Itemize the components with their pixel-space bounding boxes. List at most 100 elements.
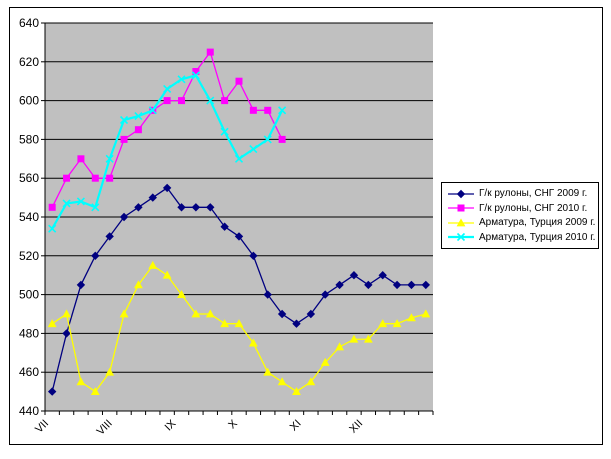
marker-triangle: [90, 387, 100, 395]
marker-square: [457, 204, 465, 212]
marker-diamond: [335, 280, 344, 290]
marker-triangle: [349, 334, 359, 343]
marker-x: [148, 106, 157, 115]
marker-x: [105, 154, 114, 163]
y-axis-label: 440: [19, 404, 39, 418]
marker-diamond: [321, 290, 330, 299]
marker-diamond: [292, 319, 301, 328]
marker-diamond: [134, 203, 143, 212]
legend-marker-rebar-turkey-2010: [448, 233, 474, 242]
marker-diamond: [349, 271, 359, 280]
marker-diamond: [456, 189, 466, 198]
marker-square: [120, 135, 128, 143]
marker-x: [278, 106, 287, 115]
marker-triangle: [148, 260, 158, 269]
marker-diamond: [76, 280, 86, 290]
marker-x: [134, 112, 143, 121]
marker-triangle: [162, 270, 172, 279]
y-axis-label: 460: [19, 365, 39, 379]
marker-diamond: [220, 222, 229, 231]
marker-diamond: [249, 251, 258, 260]
marker-square: [235, 77, 243, 85]
x-axis-label: XI: [288, 418, 304, 434]
marker-triangle: [363, 334, 373, 343]
x-axis-label: X: [226, 417, 240, 431]
marker-triangle: [320, 357, 330, 366]
x-axis-label: XII: [347, 418, 365, 436]
marker-diamond: [105, 232, 114, 241]
marker-x: [76, 197, 85, 206]
legend: Г/к рулоны, СНГ 2009 г. Г/к рулоны, СНГ …: [441, 182, 599, 249]
marker-square: [192, 68, 200, 75]
marker-diamond: [234, 232, 244, 241]
legend-label: Г/к рулоны, СНГ 2010 г.: [479, 202, 588, 214]
y-axis-label: 500: [19, 288, 39, 302]
marker-x: [263, 135, 272, 144]
y-axis-label: 600: [19, 94, 39, 108]
marker-diamond: [162, 183, 172, 193]
marker-x: [163, 84, 172, 94]
marker-diamond: [392, 280, 402, 290]
marker-diamond: [119, 212, 129, 222]
marker-triangle: [392, 319, 402, 328]
marker-square: [134, 126, 142, 134]
marker-triangle: [234, 319, 244, 328]
marker-square: [221, 97, 229, 105]
x-axis-label: VIII: [95, 418, 115, 438]
legend-item: Арматура, Турция 2010 г.: [447, 231, 596, 243]
marker-diamond: [47, 387, 57, 396]
marker-x: [456, 233, 466, 242]
marker-diamond: [421, 280, 431, 290]
marker-triangle: [220, 319, 230, 328]
marker-x: [177, 75, 186, 84]
marker-triangle: [292, 387, 301, 395]
marker-diamond: [191, 203, 201, 212]
legend-label: Арматура, Турция 2009 г.: [479, 217, 596, 229]
marker-diamond: [364, 280, 373, 290]
legend-item: Г/к рулоны, СНГ 2009 г.: [447, 188, 596, 200]
marker-x: [91, 203, 100, 212]
marker-triangle: [205, 309, 215, 318]
marker-diamond: [62, 329, 71, 338]
marker-triangle: [119, 309, 129, 318]
marker-diamond: [378, 271, 387, 280]
marker-diamond: [263, 290, 272, 299]
y-axis-label: 640: [19, 16, 39, 30]
marker-triangle: [191, 309, 201, 318]
marker-square: [249, 106, 257, 114]
legend-marker-hrc-cis-2009: [448, 189, 474, 198]
marker-square: [264, 106, 272, 114]
marker-x: [220, 127, 229, 136]
marker-triangle: [277, 377, 287, 386]
legend-item: Арматура, Турция 2009 г.: [447, 217, 596, 229]
y-axis-label: 540: [19, 210, 39, 224]
marker-diamond: [91, 251, 100, 260]
marker-triangle: [263, 367, 273, 376]
marker-diamond: [148, 193, 157, 202]
marker-triangle: [378, 319, 388, 328]
marker-square: [77, 155, 85, 163]
marker-square: [178, 97, 186, 105]
marker-x: [249, 145, 258, 154]
marker-square: [163, 97, 171, 105]
y-axis-label: 560: [19, 171, 39, 185]
marker-diamond: [277, 309, 287, 319]
marker-square: [48, 203, 56, 211]
marker-diamond: [407, 280, 416, 290]
marker-square: [63, 174, 71, 182]
marker-triangle: [407, 313, 416, 322]
x-axis-label: IX: [163, 417, 179, 433]
series-0: [47, 183, 431, 396]
y-axis-label: 520: [19, 249, 39, 263]
marker-square: [91, 174, 99, 182]
legend-label: Арматура, Турция 2010 г.: [479, 231, 596, 243]
y-axis-label: 480: [19, 326, 39, 340]
x-axis-label: VII: [33, 418, 51, 436]
legend-item: Г/к рулоны, СНГ 2010 г.: [447, 202, 596, 214]
y-axis-label: 620: [19, 55, 39, 69]
marker-square: [278, 135, 286, 143]
marker-x: [62, 199, 71, 208]
marker-x: [191, 71, 200, 80]
marker-triangle: [76, 377, 86, 386]
marker-diamond: [177, 203, 186, 212]
